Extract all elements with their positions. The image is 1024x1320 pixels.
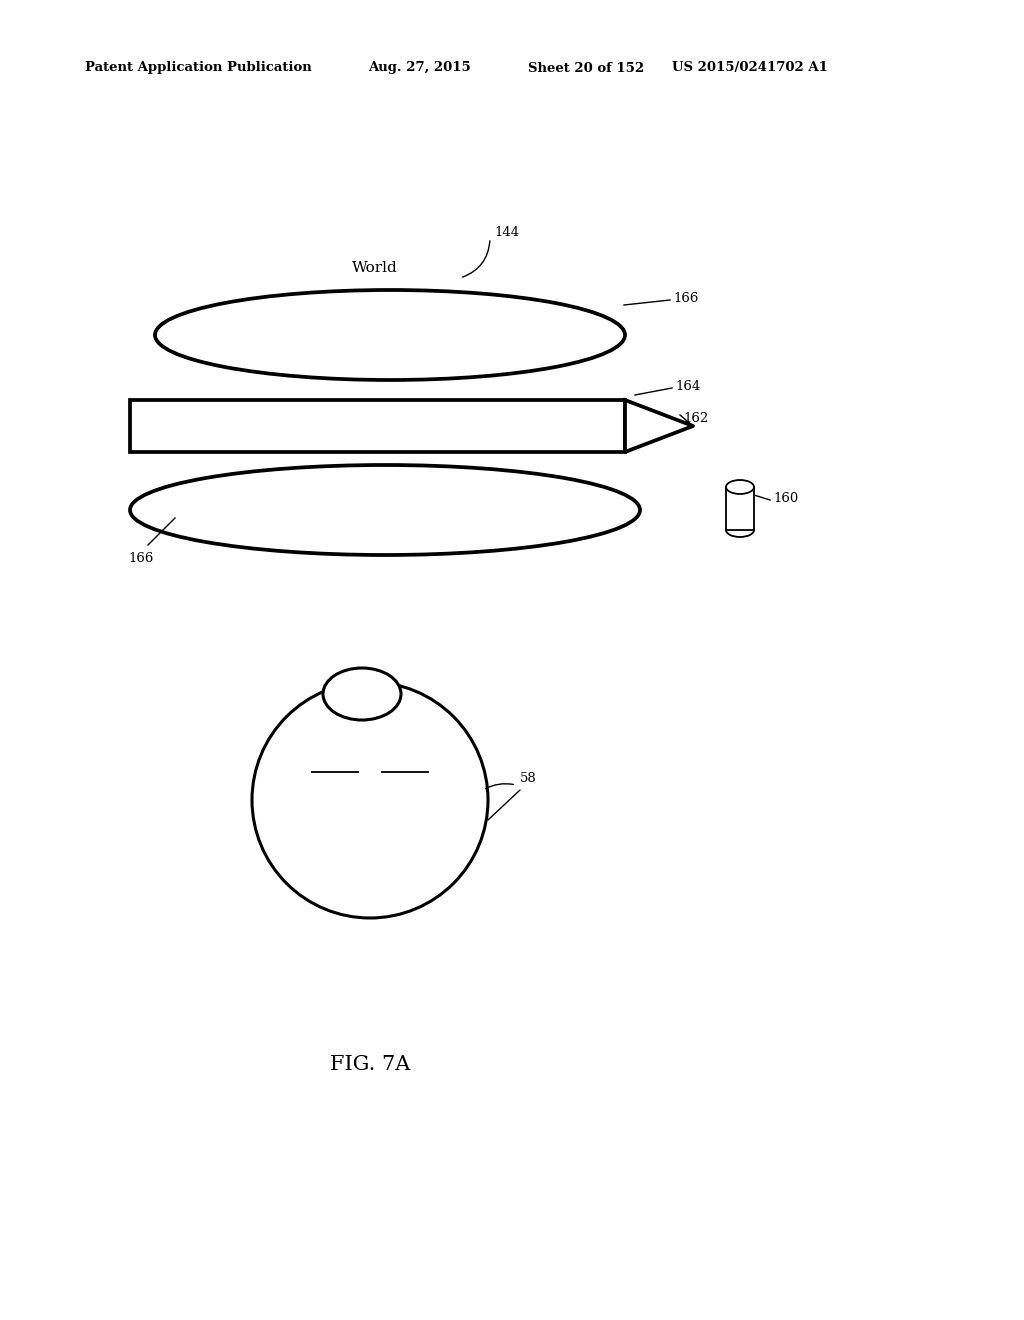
Text: FIG. 7A: FIG. 7A	[330, 1056, 411, 1074]
Text: Patent Application Publication: Patent Application Publication	[85, 62, 311, 74]
Bar	[130, 400, 625, 451]
Text: 164: 164	[675, 380, 700, 393]
Text: 166: 166	[673, 292, 698, 305]
Text: 166: 166	[128, 552, 154, 565]
Polygon shape	[625, 400, 693, 451]
Text: Aug. 27, 2015: Aug. 27, 2015	[368, 62, 471, 74]
Text: 144: 144	[494, 227, 519, 239]
Ellipse shape	[323, 668, 401, 719]
Ellipse shape	[252, 682, 488, 917]
Text: 162: 162	[683, 412, 709, 425]
Text: US 2015/0241702 A1: US 2015/0241702 A1	[672, 62, 827, 74]
Text: World: World	[352, 261, 397, 275]
Ellipse shape	[726, 480, 754, 494]
Text: 58: 58	[520, 771, 537, 784]
Bar	[726, 487, 754, 531]
Text: Sheet 20 of 152: Sheet 20 of 152	[528, 62, 644, 74]
Text: 160: 160	[773, 492, 799, 506]
